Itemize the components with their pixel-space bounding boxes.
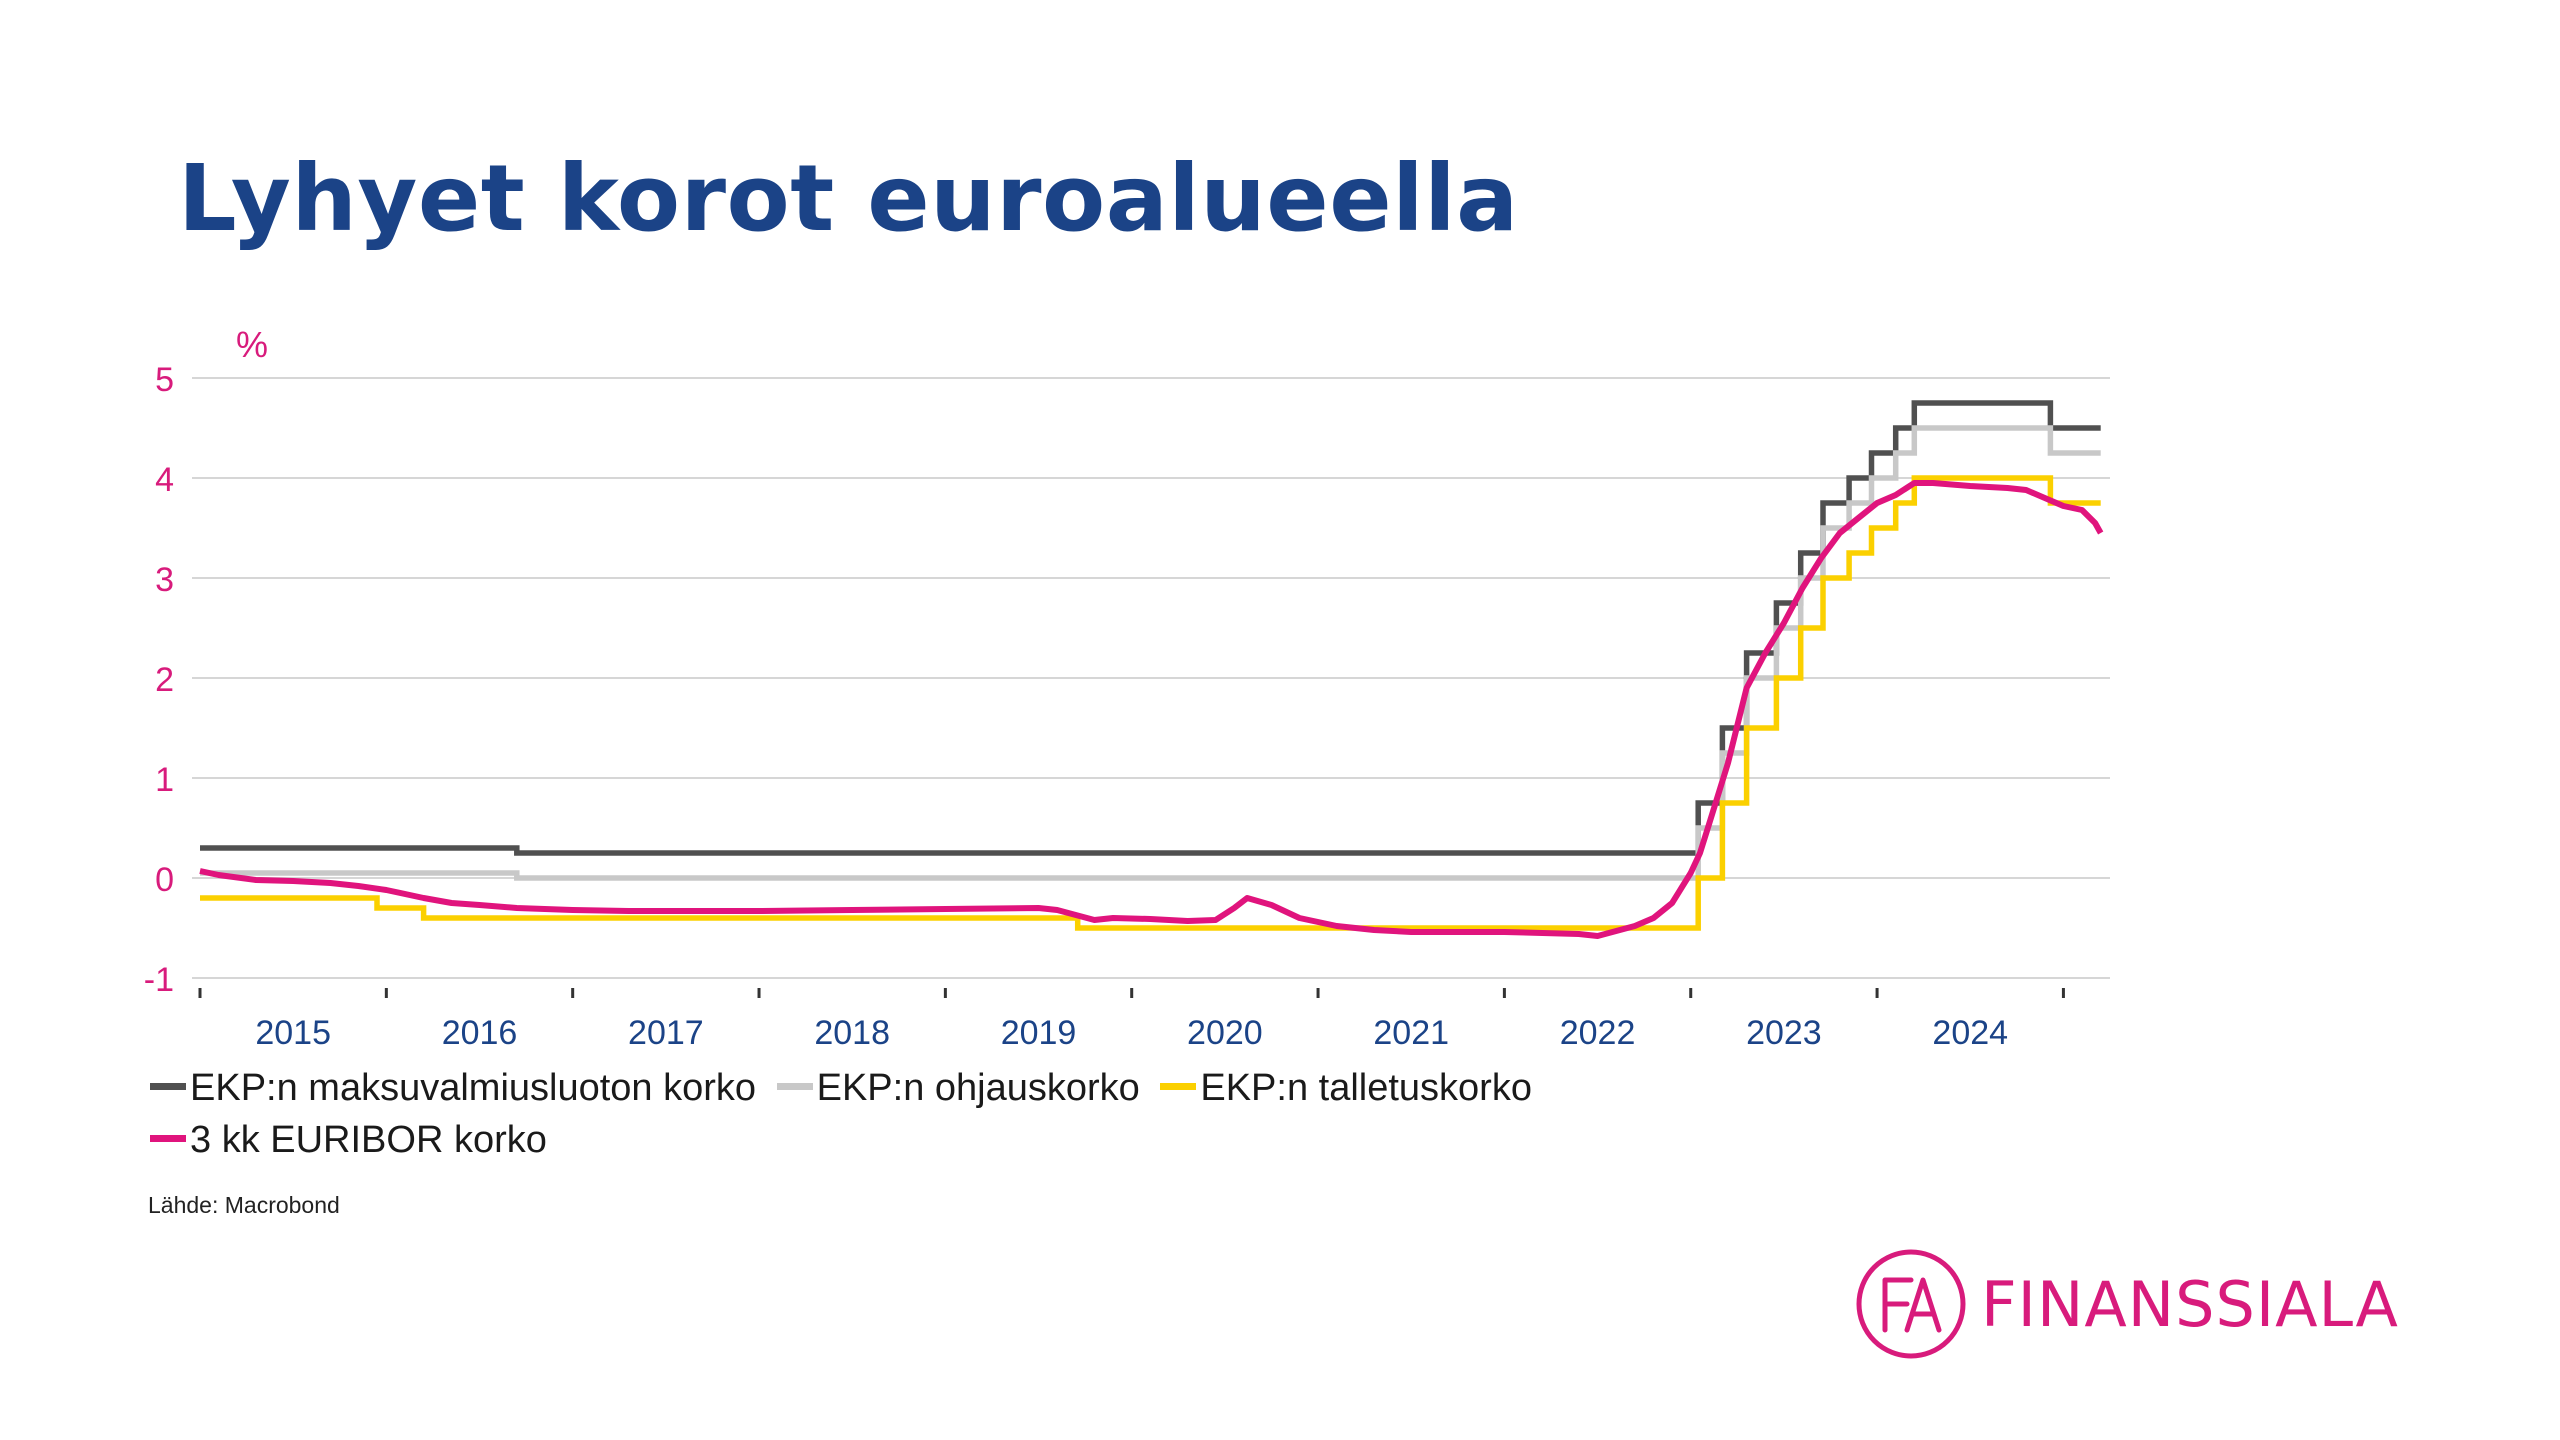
x-tick-label: 2023	[1746, 1014, 1822, 1052]
x-tick-label: 2022	[1560, 1014, 1636, 1052]
legend-item-euribor: 3 kk EURIBOR korko	[150, 1114, 547, 1166]
legend-item-ohjauskorko: EKP:n ohjauskorko	[776, 1062, 1140, 1114]
x-tick-label: 2021	[1373, 1014, 1449, 1052]
series-lines	[199, 400, 2104, 939]
y-tick-label: -1	[144, 961, 174, 999]
legend-swatch	[1160, 1083, 1197, 1091]
logo-wordmark: FINANSSIALA	[1981, 1267, 2399, 1341]
x-tick-label: 2015	[255, 1014, 331, 1052]
legend-label: EKP:n maksuvalmiusluoton korko	[190, 1067, 757, 1109]
y-tick-label: 5	[155, 361, 174, 399]
y-tick-label: 3	[155, 561, 174, 599]
series-line-3	[200, 475, 2101, 931]
x-axis: 2015 2016 2017 2018 2019 2020 2021 2022 2023 2024	[198, 988, 2065, 1052]
legend-label: EKP:n talletuskorko	[1200, 1067, 1532, 1109]
legend-swatch	[150, 1083, 186, 1091]
series-line-2	[200, 425, 2101, 881]
source-note: Lähde: Macrobond	[148, 1192, 340, 1218]
y-tick-label: 2	[155, 661, 174, 699]
y-tick-label: 0	[155, 861, 174, 899]
y-tick-label: 1	[155, 761, 174, 799]
legend-swatch	[150, 1135, 186, 1143]
x-tick-label: 2016	[442, 1014, 518, 1052]
x-tick-label: 2024	[1932, 1014, 2008, 1052]
y-tick-label: 4	[155, 461, 174, 499]
page-title: Lyhyet korot euroalueella	[178, 145, 1519, 252]
y-axis-ticks: -1 0 1 2 3 4 5	[144, 361, 174, 999]
x-tick-label: 2017	[628, 1014, 704, 1052]
series-line-4	[199, 480, 2104, 939]
legend-label: EKP:n ohjauskorko	[816, 1067, 1140, 1109]
x-tick-label: 2020	[1187, 1014, 1263, 1052]
x-tick-label: 2018	[814, 1014, 890, 1052]
finanssiala-logo: FINANSSIALA	[1855, 1245, 2399, 1363]
gridlines	[192, 377, 2110, 979]
legend-item-maksuvalmiusluotto: EKP:n maksuvalmiusluoton korko	[150, 1062, 756, 1114]
legend: EKP:n maksuvalmiusluoton korko EKP:n ohj…	[150, 1062, 1750, 1166]
legend-item-talletuskorko: EKP:n talletuskorko	[1160, 1062, 1532, 1114]
y-axis-unit-label: %	[236, 324, 268, 365]
legend-label: 3 kk EURIBOR korko	[190, 1119, 547, 1161]
x-tick-label: 2019	[1001, 1014, 1077, 1052]
fa-logo-icon	[1856, 1249, 1966, 1359]
legend-swatch	[776, 1083, 813, 1091]
